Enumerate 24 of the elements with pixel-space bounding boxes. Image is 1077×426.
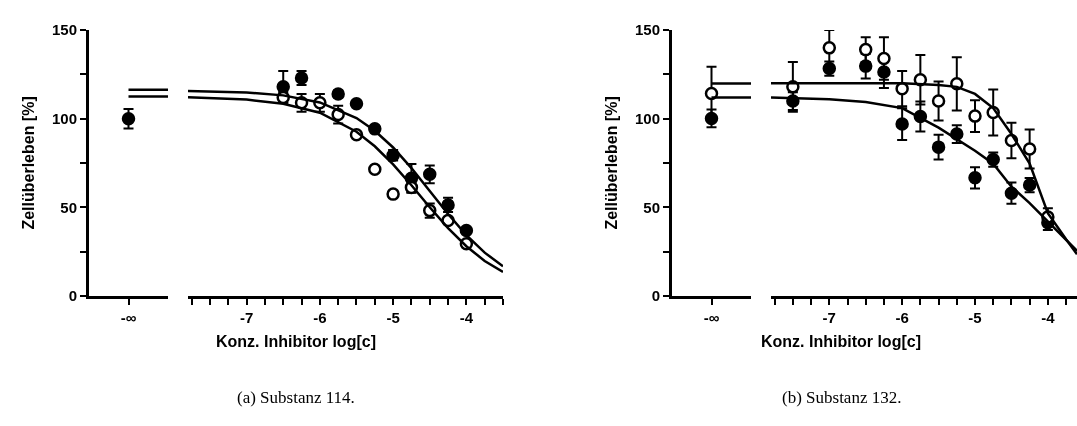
y-tick-label: 150 — [634, 21, 660, 39]
x-tick-label: -5 — [386, 309, 400, 327]
y-tick-label: 100 — [634, 110, 660, 128]
x-tick-label: -5 — [968, 309, 982, 327]
x-tick-label: -∞ — [120, 309, 137, 327]
x-tick-label: -7 — [822, 309, 836, 327]
y-tick-label: 150 — [51, 21, 77, 39]
y-axis-title: Zellüberleben [%] — [603, 96, 621, 230]
y-tick-label: 50 — [60, 198, 77, 216]
x-tick-label: -7 — [239, 309, 254, 327]
y-tick-label: 100 — [51, 110, 77, 128]
x-axis-title: Konz. Inhibitor log[c] — [761, 333, 921, 350]
y-tick-label: 0 — [68, 287, 77, 305]
x-tick-label: -∞ — [703, 309, 720, 327]
y-axis-title: Zellüberleben [%] — [20, 96, 38, 230]
text: (a) Substanz 114. — [237, 388, 355, 407]
x-tick-label: -4 — [1041, 309, 1056, 327]
x-tick-label: -4 — [459, 309, 474, 327]
x-tick-label: -6 — [313, 309, 327, 327]
y-tick-label: 50 — [643, 198, 660, 216]
x-axis-title: Konz. Inhibitor log[c] — [216, 333, 376, 350]
text: (b) Substanz 132. — [782, 388, 902, 407]
x-tick-label: -6 — [895, 309, 909, 327]
y-tick-label: 0 — [651, 287, 660, 305]
